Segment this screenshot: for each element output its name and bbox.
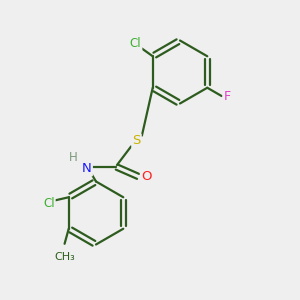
Text: O: O: [141, 170, 152, 184]
Text: F: F: [224, 89, 230, 103]
Text: CH₃: CH₃: [54, 252, 75, 262]
Text: N: N: [82, 162, 92, 176]
Text: H: H: [69, 151, 78, 164]
Text: S: S: [132, 134, 141, 148]
Text: Cl: Cl: [43, 197, 55, 210]
Text: Cl: Cl: [130, 37, 141, 50]
